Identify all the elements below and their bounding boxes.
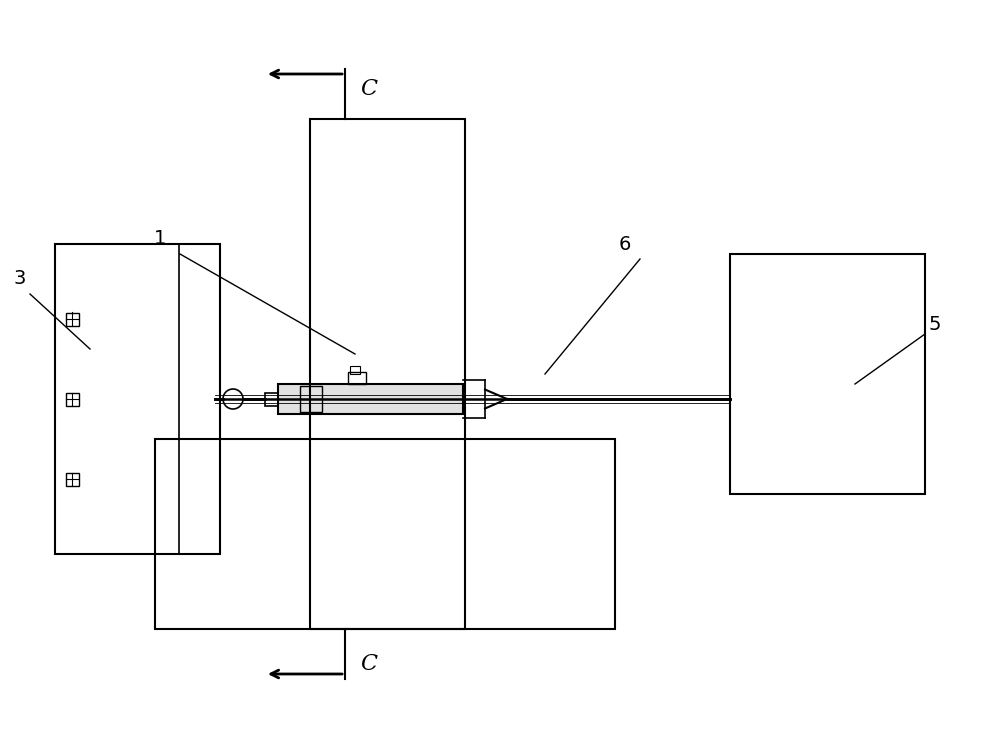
Text: 6: 6 xyxy=(619,234,631,254)
Bar xyxy=(350,366,360,374)
Text: 1: 1 xyxy=(154,229,166,248)
Bar xyxy=(265,393,278,405)
Bar xyxy=(310,119,465,629)
Bar xyxy=(278,384,463,414)
Text: C: C xyxy=(360,653,377,675)
Text: 3: 3 xyxy=(14,269,26,289)
Text: 5: 5 xyxy=(929,315,941,333)
Bar xyxy=(730,254,925,494)
Bar xyxy=(155,439,615,629)
Text: C: C xyxy=(360,78,377,100)
Bar xyxy=(278,384,463,414)
Bar xyxy=(55,244,220,554)
Bar xyxy=(300,386,322,412)
Bar xyxy=(66,312,78,326)
Bar xyxy=(66,393,78,405)
Bar xyxy=(66,472,78,486)
Bar xyxy=(348,372,366,384)
